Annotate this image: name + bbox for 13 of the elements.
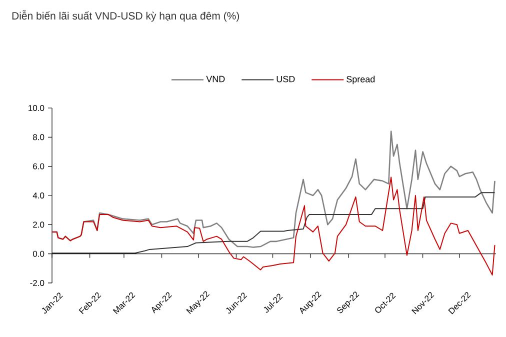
line-series (52, 176, 496, 276)
y-tick-label: 2.0 (33, 222, 44, 228)
y-tick-label: 4.0 (32, 192, 44, 198)
y-tick-label: -2.0 (30, 280, 44, 286)
y-tick-label: 0.0 (32, 250, 44, 257)
chart-title: Diễn biến lãi suất VND-USD kỳ hạn qua đêm (%) (12, 10, 240, 22)
legend-label: VND (206, 76, 225, 82)
y-tick-label: 10.0 (28, 104, 44, 111)
y-tick-label: 8.0 (33, 134, 44, 140)
legend-label: Spread (346, 76, 375, 84)
line-series (52, 192, 496, 254)
legend-label: USD (276, 76, 295, 82)
y-tick-label: 6.0 (33, 163, 44, 170)
